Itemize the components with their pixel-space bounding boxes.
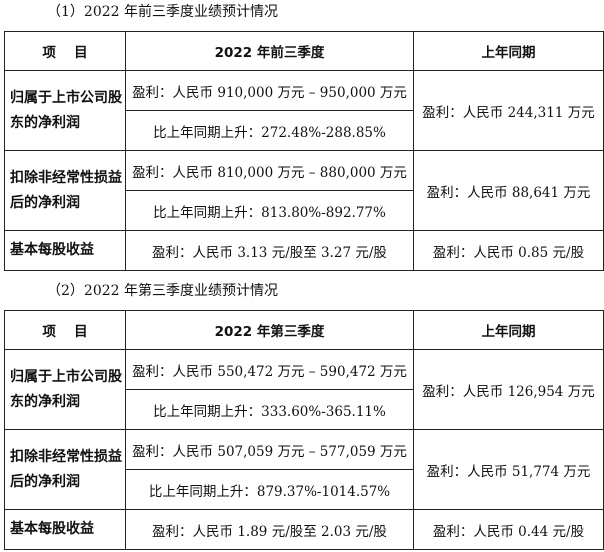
column-header: 2022 年第三季度 xyxy=(125,310,414,350)
prior-period-cell: 盈利：人民币 88,641 万元 xyxy=(413,150,604,231)
prior-period-cell: 盈利：人民币 244,311 万元 xyxy=(413,70,604,151)
current-range-cell: 盈利：人民币 507,059 万元 – 577,059 万元 xyxy=(125,429,414,470)
table-row: 比上年同期上升：879.37%-1014.57% xyxy=(5,469,604,510)
column-header: 上年同期 xyxy=(413,31,604,71)
eps-current-cell: 盈利：人民币 1.89 元/股至 2.03 元/股 xyxy=(125,509,414,550)
table-row: 扣除非经常性损益后的净利润 盈利：人民币 810,000 万元 – 880,00… xyxy=(4,150,604,231)
table-row: 归属于上市公司股东的净利润 盈利：人民币 910,000 万元 – 950,00… xyxy=(4,70,604,151)
current-growth-cell: 比上年同期上升：272.48%-288.85% xyxy=(125,110,414,151)
current-range-cell: 盈利：人民币 550,472 万元 – 590,472 万元 xyxy=(125,349,414,390)
eps-prior-cell: 盈利：人民币 0.44 元/股 xyxy=(413,509,604,550)
row-label: 基本每股收益 xyxy=(4,230,126,271)
eps-prior-cell: 盈利：人民币 0.85 元/股 xyxy=(413,230,604,271)
prior-period-cell: 盈利：人民币 51,774 万元 xyxy=(413,429,604,510)
prior-period-cell: 盈利：人民币 126,954 万元 xyxy=(413,349,604,430)
table-row: 归属于上市公司股东的净利润 盈利：人民币 550,472 万元 – 590,47… xyxy=(4,349,604,430)
column-header: 项 目 xyxy=(4,310,126,350)
section-title: （2）2022 年第三季度业绩预计情况 xyxy=(47,283,278,299)
forecast-table: 项 目 2022 年第三季度 上年同期 归属于上市公司股东的净利润 盈利：人民币 5… xyxy=(4,310,604,550)
current-growth-cell: 比上年同期上升：879.37%-1014.57% xyxy=(125,469,414,510)
current-growth-cell: 比上年同期上升：813.80%-892.77% xyxy=(125,190,414,231)
column-header: 2022 年前三季度 xyxy=(125,31,414,71)
column-header: 项 目 xyxy=(4,31,126,71)
row-label: 基本每股收益 xyxy=(4,509,126,550)
table-header-row: 项 目 2022 年前三季度 上年同期 xyxy=(4,31,604,71)
row-label: 归属于上市公司股东的净利润 xyxy=(4,349,126,430)
eps-row: 基本每股收益 盈利：人民币 3.13 元/股至 3.27 元/股 盈利：人民币 … xyxy=(4,230,604,271)
eps-current-cell: 盈利：人民币 3.13 元/股至 3.27 元/股 xyxy=(125,230,414,271)
row-label: 扣除非经常性损益后的净利润 xyxy=(4,150,126,231)
section-title: （1）2022 年前三季度业绩预计情况 xyxy=(47,4,278,20)
current-range-cell: 盈利：人民币 810,000 万元 – 880,000 万元 xyxy=(125,150,414,191)
row-label: 扣除非经常性损益后的净利润 xyxy=(4,429,126,510)
current-growth-cell: 比上年同期上升：333.60%-365.11% xyxy=(125,389,414,430)
column-header: 上年同期 xyxy=(413,310,604,350)
row-label: 归属于上市公司股东的净利润 xyxy=(4,70,126,151)
current-range-cell: 盈利：人民币 910,000 万元 – 950,000 万元 xyxy=(125,70,414,111)
table-row: 比上年同期上升：813.80%-892.77% xyxy=(5,190,604,231)
table-header-row: 项 目 2022 年第三季度 上年同期 xyxy=(4,310,604,350)
table-row: 扣除非经常性损益后的净利润 盈利：人民币 507,059 万元 – 577,05… xyxy=(4,429,604,510)
forecast-table: 项 目 2022 年前三季度 上年同期 归属于上市公司股东的净利润 盈利：人民币 9… xyxy=(4,31,604,271)
eps-row: 基本每股收益 盈利：人民币 1.89 元/股至 2.03 元/股 盈利：人民币 … xyxy=(4,509,604,550)
table-row: 比上年同期上升：272.48%-288.85% xyxy=(5,110,604,151)
